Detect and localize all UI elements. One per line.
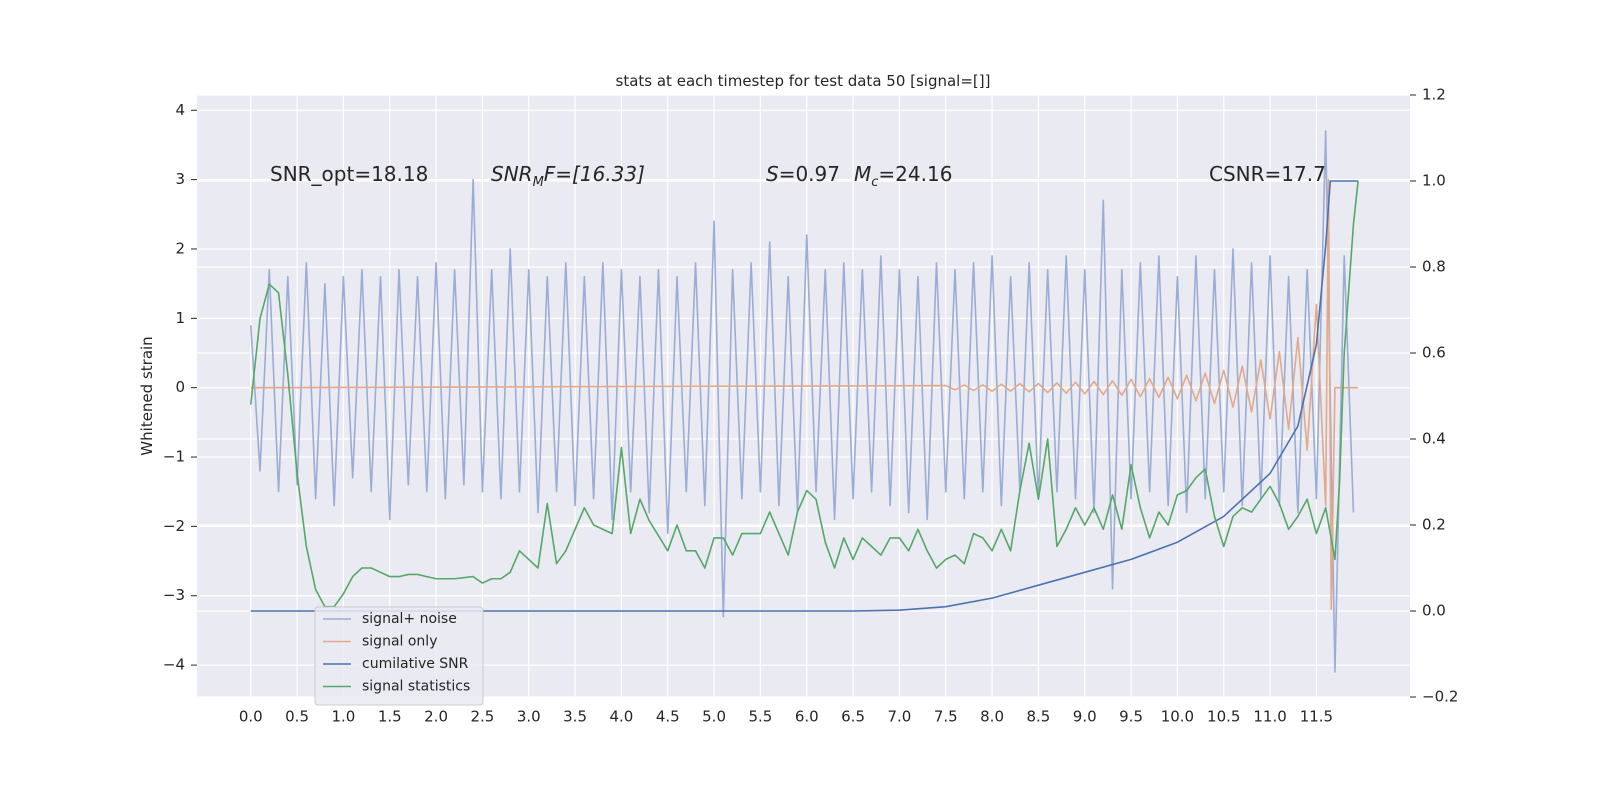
annotation-part: F=[16.33]: [544, 162, 645, 186]
y-tick-label: −4: [163, 656, 185, 674]
legend-label: cumilative SNR: [362, 656, 469, 672]
x-tick-label: 10.0: [1161, 708, 1194, 726]
y-tick-label: 1: [175, 309, 185, 327]
series-line: [250, 178, 1359, 611]
y-tick-label: 2: [175, 239, 185, 257]
series-line: [249, 130, 1355, 673]
x-tick-label: 8.5: [1026, 708, 1050, 726]
y-axis-label: Whitened strain: [138, 336, 156, 455]
chart-title: stats at each timestep for test data 50 …: [616, 72, 991, 90]
x-tick-label: 7.0: [887, 708, 911, 726]
annotation-part: =0.97: [779, 162, 840, 186]
x-tick-label: 11.0: [1253, 708, 1286, 726]
y-tick-label: 3: [175, 170, 185, 188]
x-tick-label: 1.0: [331, 708, 355, 726]
series-line: [249, 180, 1359, 608]
x-tick-label: 6.0: [795, 708, 819, 726]
x-tick-label: 5.5: [748, 708, 772, 726]
x-tick-label: 1.5: [378, 708, 402, 726]
y2-tick-label: 0.6: [1422, 344, 1446, 362]
legend-box: [314, 606, 484, 706]
plot-area: [197, 95, 1410, 697]
annotation-part: c: [871, 175, 878, 190]
y-tick-label: 0: [175, 378, 185, 396]
legend: signal+ noise signal only cumilative SNR si…: [314, 606, 484, 706]
y2-tick-label: 0.4: [1422, 430, 1446, 448]
y-tick-label: 4: [175, 101, 185, 119]
annotation-part: M: [854, 162, 871, 186]
annotation-part: S: [766, 162, 779, 186]
x-tick-label: 2.0: [424, 708, 448, 726]
x-tick-label: 0.0: [239, 708, 263, 726]
x-tick-label: 3.5: [563, 708, 587, 726]
series-line: [250, 180, 1359, 612]
x-tick-label: 8.0: [980, 708, 1004, 726]
y-tick-label: −1: [163, 448, 185, 466]
annotation-part: =24.16: [878, 162, 952, 186]
y2-tick-label: −0.2: [1422, 688, 1458, 706]
x-tick-label: 9.0: [1073, 708, 1097, 726]
y-tick-label: −3: [163, 586, 185, 604]
annotation: S=0.97 Mc=24.16: [766, 162, 952, 190]
y2-tick-label: 1.2: [1422, 86, 1446, 104]
x-tick-label: 6.5: [841, 708, 865, 726]
y2-tick-label: 0.8: [1422, 258, 1446, 276]
x-tick-label: 3.0: [517, 708, 541, 726]
x-tick-label: 4.0: [609, 708, 633, 726]
x-tick-label: 4.5: [656, 708, 680, 726]
x-tick-label: 7.5: [934, 708, 958, 726]
x-tick-label: 11.5: [1300, 708, 1333, 726]
lines: [249, 130, 1359, 673]
x-tick-label: 5.0: [702, 708, 726, 726]
y2-tick-label: 1.0: [1422, 172, 1446, 190]
annotation-part: M: [533, 175, 544, 190]
x-tick-label: 2.5: [470, 708, 494, 726]
x-tick-label: 0.5: [285, 708, 309, 726]
y2-tick-label: 0.2: [1422, 516, 1446, 534]
legend-label: signal only: [362, 634, 437, 650]
annotation-part: SNR: [491, 162, 533, 186]
x-tick-label: 9.5: [1119, 708, 1143, 726]
y2-tick-label: 0.0: [1422, 602, 1446, 620]
annotation: SNR_opt=18.18: [270, 162, 428, 186]
legend-label: signal statistics: [362, 679, 470, 695]
annotation: SNRMF=[16.33]: [491, 162, 645, 190]
annotation: CSNR=17.7: [1209, 162, 1326, 186]
legend-label: signal+ noise: [362, 611, 457, 627]
y-tick-label: −2: [163, 517, 185, 535]
x-tick-label: 10.5: [1207, 708, 1240, 726]
